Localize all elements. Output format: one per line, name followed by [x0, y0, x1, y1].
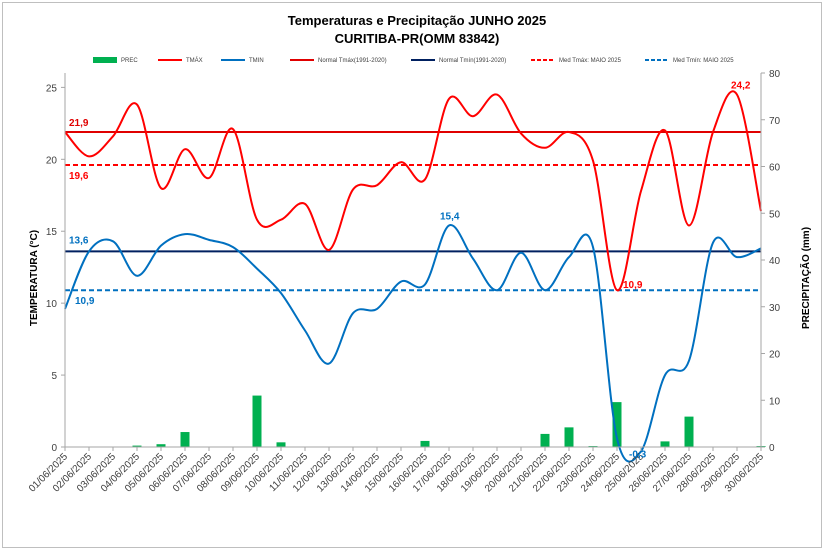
annotations: 21,9 19,6 13,6 10,9 15,4 24,2 10,9 -0,3: [69, 81, 751, 461]
tmax-line: [64, 90, 762, 292]
y-axis-label: TEMPERATURA (°C): [29, 230, 40, 326]
prec-bar: [132, 445, 142, 447]
legend-swatch: [93, 57, 117, 63]
y-tick-label: 0: [51, 443, 57, 454]
y2-axis-label: PRECIPITAÇÃO (mm): [799, 227, 812, 329]
y2-tick-label: 50: [769, 209, 781, 220]
y-tick-label: 15: [46, 227, 58, 238]
chart-svg: Temperaturas e Precipitação JUNHO 2025 C…: [27, 13, 812, 495]
prec-bar: [276, 442, 286, 447]
prec-bar: [156, 444, 166, 447]
annot-normal-tmax: 21,9: [69, 118, 89, 129]
temperature-series: [64, 90, 762, 463]
y2-tick-label: 0: [769, 443, 775, 454]
y2-tick-label: 40: [769, 256, 781, 267]
legend-label: Normal Tmáx(1991-2020): [318, 58, 387, 64]
y2-tick-label: 30: [769, 303, 781, 314]
chart-title: Temperaturas e Precipitação JUNHO 2025: [288, 13, 546, 28]
legend-label: Med Tmín: MAIO 2025: [673, 58, 734, 64]
prec-bar: [564, 427, 574, 447]
y2-tick-label: 20: [769, 350, 781, 361]
annot-med-tmin: 10,9: [75, 296, 95, 307]
legend-label: Normal Tmín(1991-2020): [439, 58, 506, 64]
y2-tick-label: 70: [769, 116, 781, 127]
legend-label: TMIN: [249, 58, 264, 64]
annot-normal-tmin: 13,6: [69, 235, 89, 246]
legend: PREC TMÁX TMIN Normal Tmáx(1991-2020) Normal…: [93, 57, 734, 64]
plot-area: 05101520250102030405060708001/06/202502/…: [27, 69, 781, 495]
y-tick-label: 20: [46, 155, 58, 166]
prec-bar: [684, 416, 694, 447]
prec-bar: [420, 440, 430, 447]
y2-tick-label: 80: [769, 69, 781, 80]
legend-label: Med Tmáx: MAIO 2025: [559, 58, 622, 64]
annot-med-tmax: 19,6: [69, 171, 89, 182]
reference-lines: [65, 130, 761, 292]
legend-label: PREC: [121, 58, 138, 64]
prec-bar: [612, 402, 622, 447]
y-tick-label: 25: [46, 83, 58, 94]
y-tick-label: 10: [46, 299, 58, 310]
chart-subtitle: CURITIBA-PR(OMM 83842): [335, 31, 500, 46]
y2-tick-label: 60: [769, 163, 781, 174]
y-tick-label: 5: [51, 371, 57, 382]
legend-label: TMÁX: [186, 57, 203, 64]
annot-tmin-peak: 15,4: [440, 211, 460, 222]
prec-bar: [660, 441, 670, 447]
precipitation-bars: [132, 395, 766, 447]
prec-bar: [252, 395, 262, 447]
prec-bar: [180, 432, 190, 447]
tmin-line: [64, 224, 762, 463]
y2-tick-label: 10: [769, 396, 781, 407]
annot-tmax-max: 24,2: [731, 81, 751, 92]
annot-tmax-min: 10,9: [623, 280, 643, 291]
prec-bar: [540, 433, 550, 447]
annot-tmin-min: -0,3: [629, 449, 647, 460]
